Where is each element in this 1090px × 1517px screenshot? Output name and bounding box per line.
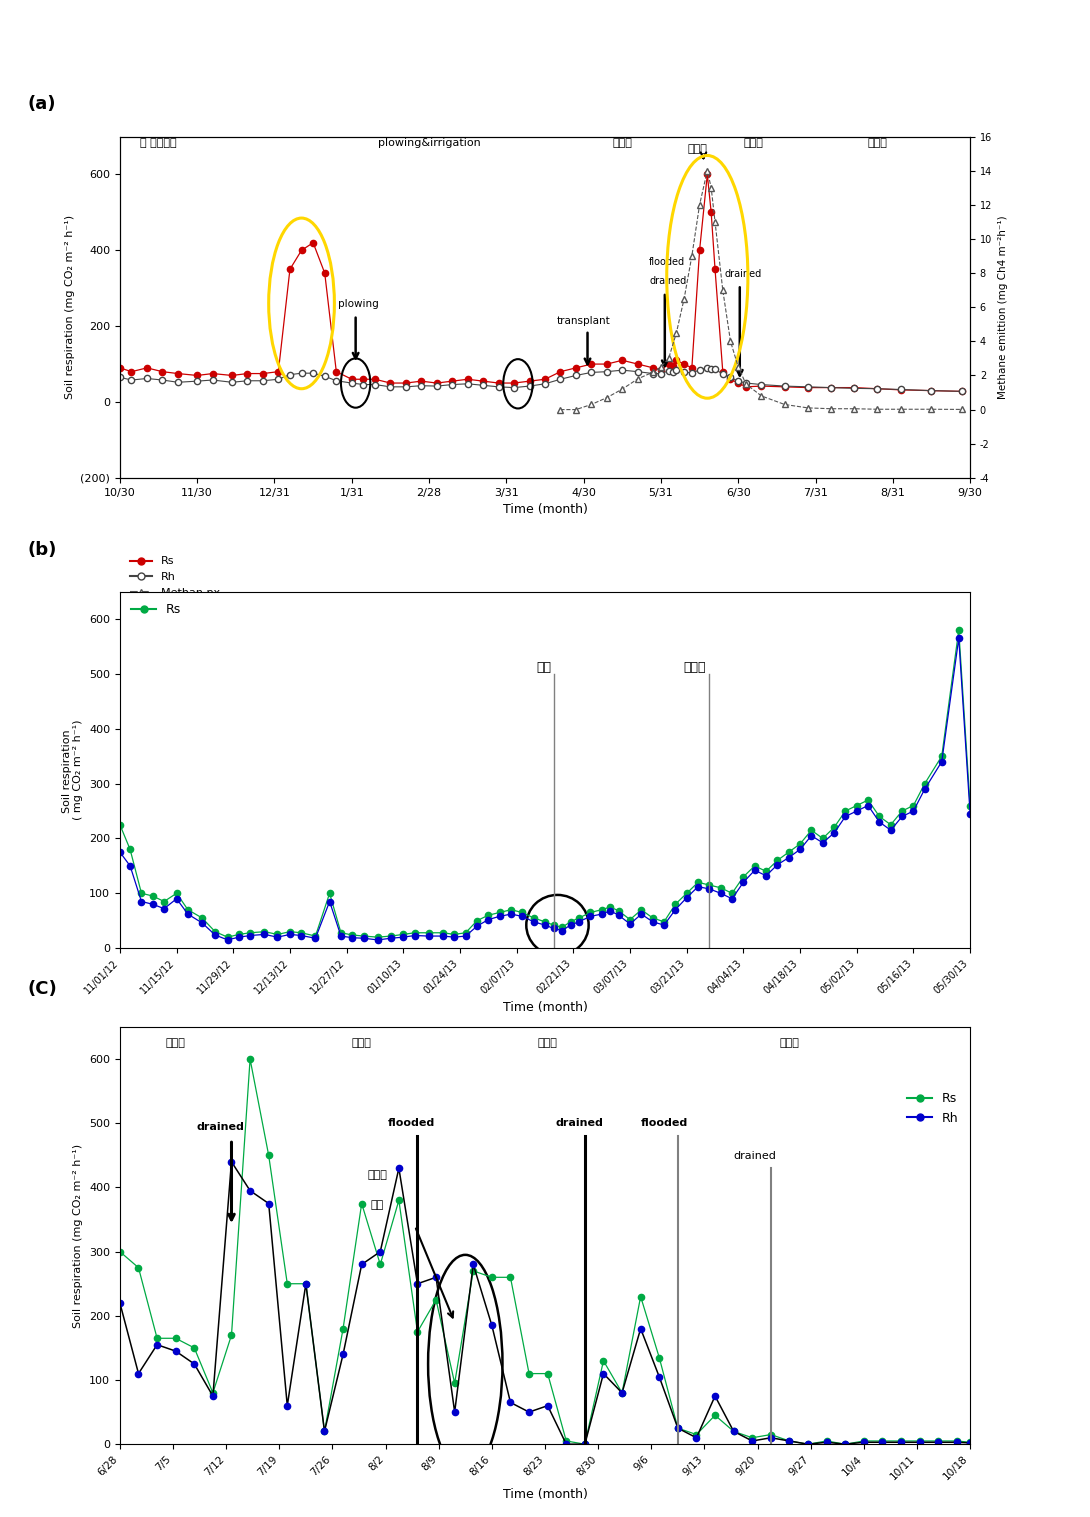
Text: flooded: flooded [650,258,686,267]
Y-axis label: Soil respiration (mg CO₂ m⁻² h⁻¹): Soil respiration (mg CO₂ m⁻² h⁻¹) [73,1144,84,1327]
Legend: Rs: Rs [126,598,186,620]
Text: transplant: transplant [557,316,610,326]
Text: 수비: 수비 [536,661,552,674]
Text: drained: drained [556,1118,604,1129]
Text: 벼 수확이후: 벼 수확이후 [141,138,177,149]
Text: 출수기: 출수기 [683,661,706,674]
Text: (C): (C) [27,980,57,998]
Text: plowing&irrigation: plowing&irrigation [378,138,481,149]
Text: drained: drained [734,1150,776,1161]
Text: plowing: plowing [338,299,378,309]
Text: 분얼기: 분얼기 [613,138,632,149]
Text: 신장기: 신장기 [743,138,764,149]
Y-axis label: Soil respiration 
( mg CO₂ m⁻² h⁻¹): Soil respiration ( mg CO₂ m⁻² h⁻¹) [62,719,84,821]
Legend: Rs, Rh: Rs, Rh [903,1088,964,1130]
Text: flooded: flooded [388,1118,436,1129]
Text: 출수기: 출수기 [688,144,707,153]
Text: 개화기: 개화기 [367,1170,388,1180]
X-axis label: Time (month): Time (month) [502,1488,588,1500]
Text: (a): (a) [27,96,56,114]
X-axis label: Time (month): Time (month) [502,504,588,516]
Text: drained: drained [197,1121,245,1132]
Text: 수비: 수비 [371,1200,385,1211]
Text: 분얼기: 분얼기 [166,1038,185,1048]
Text: drained: drained [725,269,762,279]
Text: drained: drained [650,276,687,287]
Legend: Rs, Rh, Methan px: Rs, Rh, Methan px [125,552,225,602]
Text: 호숙기: 호숙기 [779,1038,799,1048]
Text: (b): (b) [27,542,57,560]
Text: 성숙기: 성숙기 [868,138,887,149]
Text: 신장기: 신장기 [352,1038,372,1048]
Y-axis label: Soil respiration (mg CO₂ m⁻² h⁻¹): Soil respiration (mg CO₂ m⁻² h⁻¹) [64,215,75,399]
Text: flooded: flooded [641,1118,688,1129]
Text: 성숙기: 성숙기 [537,1038,558,1048]
X-axis label: Time (month): Time (month) [502,1001,588,1015]
Y-axis label: Methane emittion (mg Ch4 m⁻²h⁻¹): Methane emittion (mg Ch4 m⁻²h⁻¹) [997,215,1008,399]
